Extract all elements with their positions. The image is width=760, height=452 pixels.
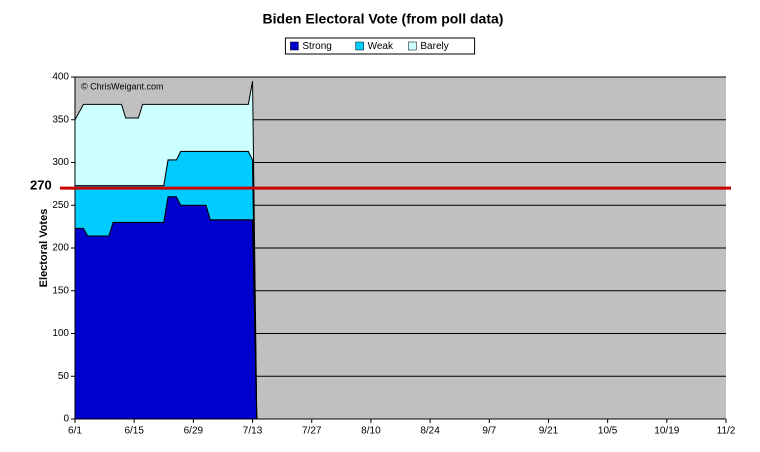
x-tick-label: 7/13	[243, 426, 263, 437]
legend-swatch	[408, 41, 417, 51]
legend-swatch	[290, 41, 299, 51]
y-tick-label: 250	[52, 200, 69, 211]
x-tick-label: 9/7	[482, 426, 496, 437]
y-tick-label: 350	[52, 114, 69, 125]
y-tick-label: 200	[52, 243, 69, 254]
legend-swatch	[355, 41, 364, 51]
reference-label: 270	[30, 178, 52, 193]
y-tick-label: 300	[52, 157, 69, 168]
legend: Strong Weak Barely	[284, 37, 476, 55]
x-tick-label: 9/21	[539, 426, 559, 437]
x-tick-label: 6/29	[184, 426, 204, 437]
chart-title: Biden Electoral Vote (from poll data)	[263, 11, 504, 27]
x-tick-label: 7/27	[302, 426, 322, 437]
x-tick-label: 8/10	[361, 426, 381, 437]
legend-box	[284, 37, 476, 55]
annotation: © ChrisWeigant.com	[81, 81, 164, 91]
x-tick-label: 6/15	[124, 426, 144, 437]
area	[74, 81, 258, 420]
x-tick-label: 11/2	[717, 426, 736, 437]
x-tick-label: 10/19	[654, 426, 679, 437]
y-tick-label: 100	[52, 328, 69, 339]
y-tick-label: 150	[52, 285, 69, 296]
y-tick-label: 50	[58, 371, 70, 382]
y-axis-label: Electoral Votes	[38, 209, 50, 288]
x-tick-label: 6/1	[68, 426, 82, 437]
legend-label: Strong	[302, 41, 331, 52]
x-tick-label: 10/5	[598, 426, 618, 437]
legend-label: Barely	[420, 41, 448, 52]
y-tick-label: 400	[52, 72, 69, 83]
x-tick-label: 8/24	[420, 426, 440, 437]
legend-label: Weak	[368, 41, 394, 52]
y-tick-label: 0	[63, 414, 69, 425]
